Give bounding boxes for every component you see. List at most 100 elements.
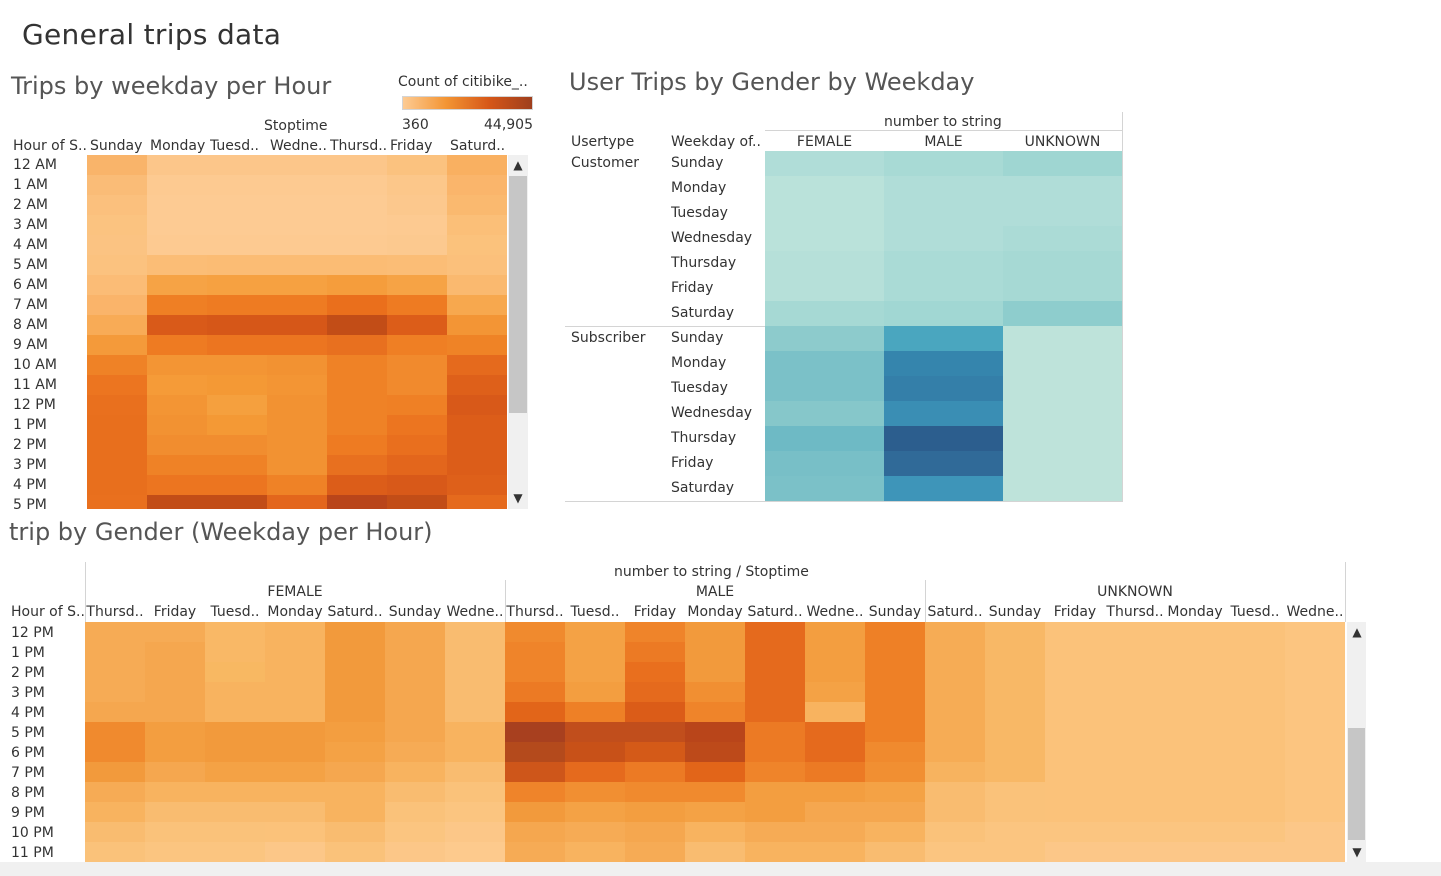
sheet1-cell[interactable] <box>207 295 267 315</box>
sheet1-cell[interactable] <box>207 235 267 255</box>
sheet3-cell[interactable] <box>745 822 805 842</box>
sheet3-cell[interactable] <box>985 622 1045 642</box>
sheet2-column-header-2[interactable]: UNKNOWN <box>1024 134 1101 150</box>
sheet3-cell[interactable] <box>1225 842 1285 862</box>
sheet1-cell[interactable] <box>447 495 507 509</box>
sheet2-cell[interactable] <box>884 426 1003 451</box>
sheet1-cell[interactable] <box>87 255 147 275</box>
sheet3-cell[interactable] <box>265 722 325 742</box>
sheet1-cell[interactable] <box>447 335 507 355</box>
sheet1-cell[interactable] <box>207 195 267 215</box>
sheet1-cell[interactable] <box>87 215 147 235</box>
sheet3-cell[interactable] <box>85 662 145 682</box>
sheet1-cell[interactable] <box>447 235 507 255</box>
sheet3-cell[interactable] <box>865 722 925 742</box>
sheet3-cell[interactable] <box>925 822 985 842</box>
sheet3-cell[interactable] <box>925 742 985 762</box>
sheet3-cell[interactable] <box>1285 662 1345 682</box>
sheet3-cell[interactable] <box>685 682 745 702</box>
sheet2-cell[interactable] <box>765 151 884 176</box>
sheet3-cell[interactable] <box>1045 742 1105 762</box>
sheet3-cell[interactable] <box>985 702 1045 722</box>
sheet2-column-header-1[interactable]: MALE <box>924 134 963 150</box>
sheet3-cell[interactable] <box>625 622 685 642</box>
sheet1-cell[interactable] <box>147 335 207 355</box>
sheet3-cell[interactable] <box>685 662 745 682</box>
sheet3-cell[interactable] <box>805 622 865 642</box>
sheet3-scrollbar-thumb[interactable] <box>1348 728 1365 840</box>
sheet3-cell[interactable] <box>985 762 1045 782</box>
sheet2-cell[interactable] <box>765 251 884 276</box>
sheet3-cell[interactable] <box>745 762 805 782</box>
sheet3-cell[interactable] <box>685 782 745 802</box>
sheet3-column-header[interactable]: Friday <box>633 604 677 620</box>
sheet3-cell[interactable] <box>325 782 385 802</box>
sheet3-cell[interactable] <box>505 622 565 642</box>
sheet2-cell[interactable] <box>884 476 1003 501</box>
sheet1-cell[interactable] <box>87 475 147 495</box>
sheet1-cell[interactable] <box>147 295 207 315</box>
sheet3-cell[interactable] <box>85 682 145 702</box>
sheet3-cell[interactable] <box>565 722 625 742</box>
sheet3-cell[interactable] <box>1105 682 1165 702</box>
sheet3-cell[interactable] <box>265 762 325 782</box>
sheet3-group-header[interactable]: MALE <box>695 584 735 600</box>
sheet3-cell[interactable] <box>85 842 145 862</box>
sheet1-column-header-3[interactable]: Wedne.. <box>270 138 326 154</box>
sheet1-cell[interactable] <box>327 215 387 235</box>
sheet1-cell[interactable] <box>267 435 327 455</box>
sheet1-cell[interactable] <box>387 475 447 495</box>
sheet3-cell[interactable] <box>1165 842 1225 862</box>
sheet3-cell[interactable] <box>1045 762 1105 782</box>
sheet3-cell[interactable] <box>505 642 565 662</box>
sheet3-cell[interactable] <box>1225 682 1285 702</box>
sheet3-cell[interactable] <box>325 662 385 682</box>
sheet3-cell[interactable] <box>325 642 385 662</box>
sheet3-cell[interactable] <box>925 662 985 682</box>
sheet1-row-header[interactable]: Hour of S.. <box>13 138 87 154</box>
sheet3-cell[interactable] <box>745 722 805 742</box>
sheet3-cell[interactable] <box>385 802 445 822</box>
sheet1-cell[interactable] <box>207 375 267 395</box>
sheet1-cell[interactable] <box>387 335 447 355</box>
sheet3-cell[interactable] <box>625 722 685 742</box>
sheet2-cell[interactable] <box>884 351 1003 376</box>
sheet3-cell[interactable] <box>625 842 685 862</box>
sheet2-cell[interactable] <box>765 376 884 401</box>
sheet1-cell[interactable] <box>327 195 387 215</box>
sheet3-cell[interactable] <box>325 842 385 862</box>
sheet1-cell[interactable] <box>267 475 327 495</box>
sheet3-cell[interactable] <box>685 742 745 762</box>
sheet1-cell[interactable] <box>207 395 267 415</box>
sheet3-cell[interactable] <box>1045 782 1105 802</box>
sheet3-cell[interactable] <box>805 642 865 662</box>
sheet3-cell[interactable] <box>985 642 1045 662</box>
sheet3-cell[interactable] <box>505 722 565 742</box>
sheet2-group-label[interactable]: Customer <box>571 155 640 171</box>
sheet3-cell[interactable] <box>505 842 565 862</box>
sheet2-group-label[interactable]: Subscriber <box>571 330 646 346</box>
sheet3-cell[interactable] <box>745 802 805 822</box>
sheet3-column-header[interactable]: Thursd.. <box>1106 604 1164 620</box>
sheet2-cell[interactable] <box>1003 376 1122 401</box>
sheet1-cell[interactable] <box>267 195 327 215</box>
sheet3-cell[interactable] <box>865 842 925 862</box>
sheet3-column-header[interactable]: Friday <box>1053 604 1097 620</box>
sheet1-scrollbar-thumb[interactable] <box>509 176 527 413</box>
sheet2-cell[interactable] <box>765 201 884 226</box>
sheet3-cell[interactable] <box>685 822 745 842</box>
sheet3-cell[interactable] <box>745 782 805 802</box>
sheet3-cell[interactable] <box>1105 762 1165 782</box>
sheet3-cell[interactable] <box>445 782 505 802</box>
sheet3-cell[interactable] <box>925 762 985 782</box>
sheet3-cell[interactable] <box>1045 622 1105 642</box>
sheet3-cell[interactable] <box>445 662 505 682</box>
sheet3-cell[interactable] <box>685 762 745 782</box>
sheet1-cell[interactable] <box>207 355 267 375</box>
sheet3-cell[interactable] <box>625 762 685 782</box>
sheet3-cell[interactable] <box>385 642 445 662</box>
sheet1-cell[interactable] <box>267 155 327 175</box>
sheet3-cell[interactable] <box>1045 662 1105 682</box>
sheet3-cell[interactable] <box>385 622 445 642</box>
sheet3-cell[interactable] <box>865 702 925 722</box>
